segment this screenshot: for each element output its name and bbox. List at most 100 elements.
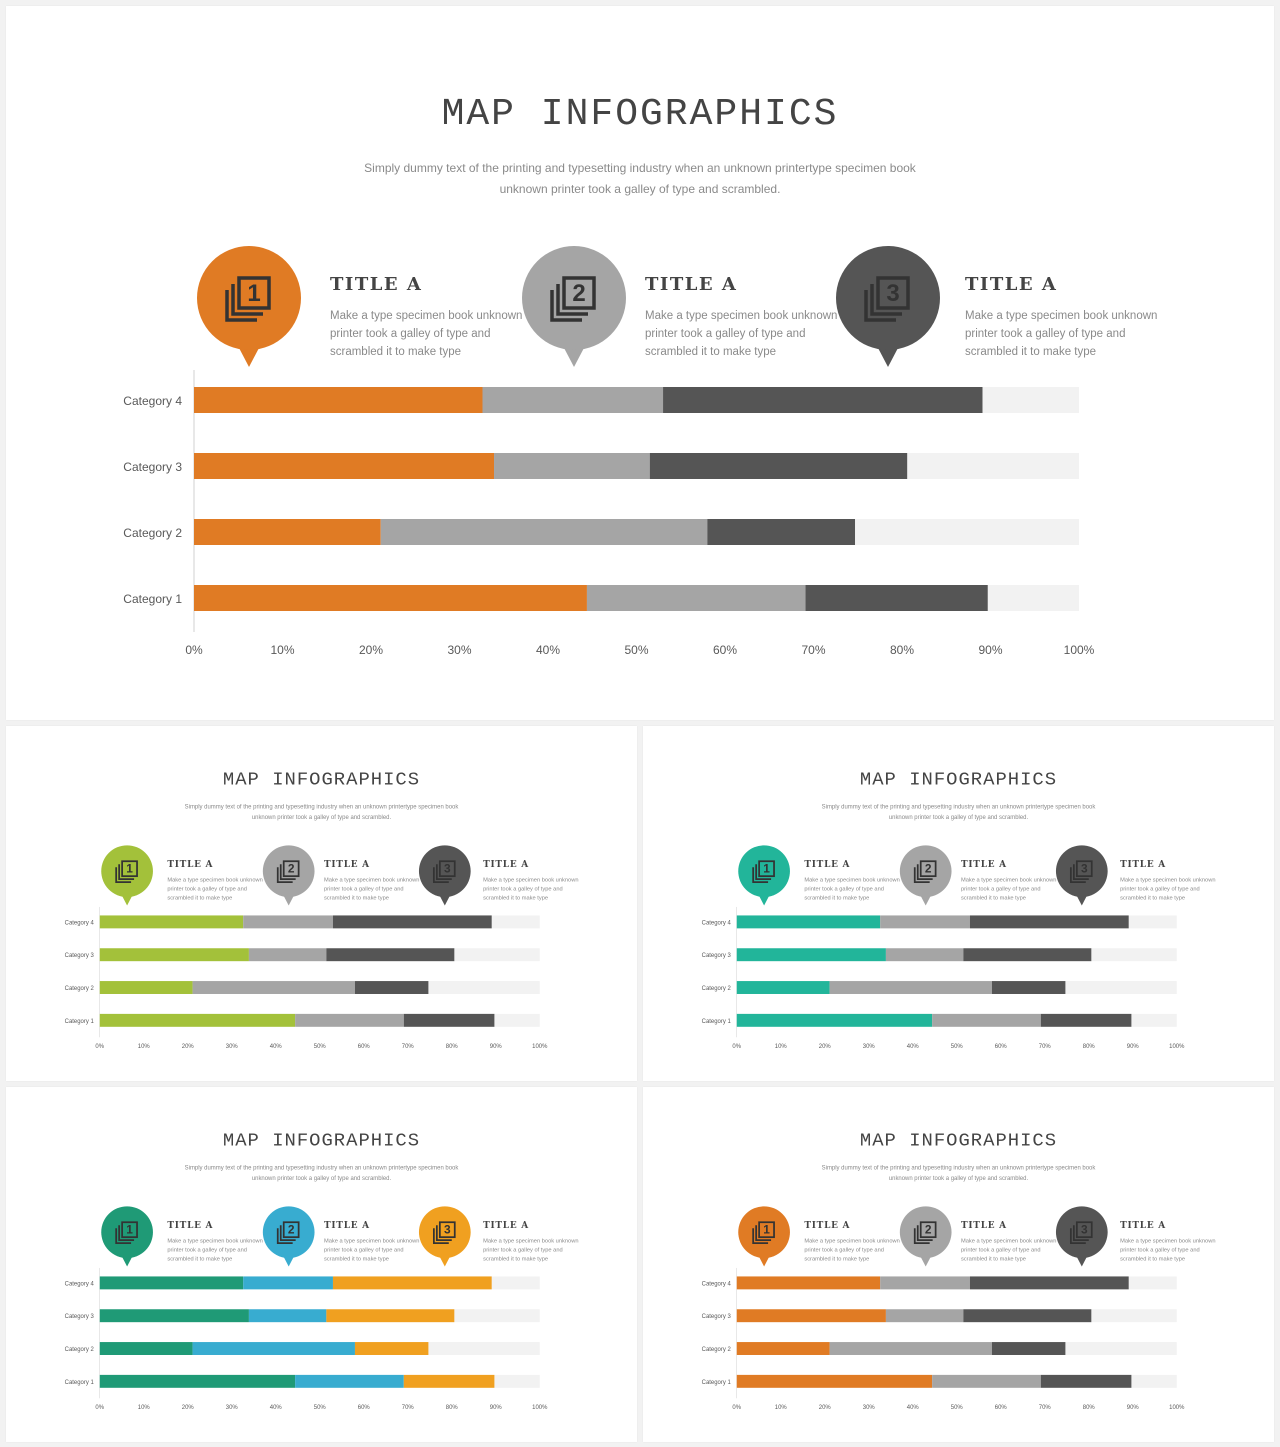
card-text-line: Make a type specimen book unknown [324, 1239, 419, 1245]
bar-segment [491, 1276, 540, 1290]
pin-circle [262, 845, 315, 898]
x-tick-label: 0% [185, 643, 203, 657]
stack-number-icon: 2 [550, 276, 596, 322]
card-text-line: printer took a galley of type and [1120, 1248, 1200, 1254]
card-text-line: printer took a galley of type and [483, 887, 563, 893]
x-tick-label: 10% [138, 1405, 151, 1411]
x-tick-label: 40% [270, 1044, 283, 1050]
bar-segment [494, 453, 650, 479]
x-tick-label: 10% [270, 643, 294, 657]
bar-segment [99, 1309, 249, 1323]
category-label: Category 3 [702, 1314, 732, 1320]
card-text-line: scrambled it to make type [324, 1257, 389, 1263]
slide-title: MAP INFOGRAPHICS [860, 769, 1057, 791]
pin-pointer [439, 1256, 451, 1267]
card-text-line: Make a type specimen book unknown [1120, 1239, 1215, 1245]
x-tick-label: 100% [1169, 1044, 1185, 1050]
card-title: TITLE A [324, 860, 370, 870]
pin-circle [101, 845, 153, 898]
bar-segment [736, 981, 830, 994]
x-tick-label: 20% [182, 1405, 195, 1411]
pin-pointer [758, 1256, 770, 1267]
bar-segment [805, 585, 988, 611]
bar-segment [829, 1342, 992, 1355]
x-tick-label: 80% [1083, 1044, 1096, 1050]
subtitle-line: Simply dummy text of the printing and ty… [822, 805, 1096, 811]
x-tick-label: 60% [713, 643, 737, 657]
subtitle-line: Simply dummy text of the printing and ty… [364, 161, 917, 175]
x-tick-label: 70% [1039, 1044, 1052, 1050]
x-tick-label: 0% [95, 1044, 104, 1050]
bar-segment [829, 981, 992, 994]
x-tick-label: 20% [819, 1044, 832, 1050]
x-tick-label: 100% [1064, 643, 1095, 657]
x-tick-label: 0% [95, 1405, 104, 1411]
x-tick-label: 70% [402, 1044, 415, 1050]
pin-circle [738, 845, 790, 898]
card-text-line: Make a type specimen book unknown [167, 1239, 262, 1245]
pin-pointer [563, 346, 585, 367]
bar-segment [932, 1374, 1041, 1388]
pin-pointer [920, 895, 932, 906]
category-label: Category 3 [65, 953, 95, 959]
bar-segment [192, 981, 355, 994]
bar-segment [248, 948, 327, 962]
card-1: 1 TITLE A Make a type specimen book unknow… [738, 1206, 900, 1267]
card-number: 3 [1081, 862, 1088, 876]
x-tick-label: 20% [359, 643, 383, 657]
card-title: TITLE A [961, 1221, 1007, 1231]
bar-segment [885, 948, 964, 962]
slide-teal: MAP INFOGRAPHICS Simply dummy text of the… [643, 726, 1274, 1081]
card-text-line: scrambled it to make type [330, 346, 461, 358]
stacked-bar-chart: Category 4 Category 3 Category 2 Category 1… [702, 1267, 1185, 1411]
card-text-line: scrambled it to make type [483, 1257, 548, 1263]
bar-segment [982, 387, 1079, 413]
infographic-svg: MAP INFOGRAPHICS Simply dummy text of the… [702, 1130, 1216, 1412]
infographic-svg: MAP INFOGRAPHICS Simply dummy text of the… [65, 1130, 579, 1412]
card-text-line: Make a type specimen book unknown [804, 1239, 899, 1245]
card-text-line: scrambled it to make type [483, 896, 548, 902]
bar-segment [987, 585, 1079, 611]
card-2: 2 TITLE A Make a type specimen book unknow… [522, 246, 837, 367]
bar-segment [99, 1374, 296, 1388]
card-title: TITLE A [483, 1221, 529, 1231]
x-tick-label: 90% [490, 1405, 503, 1411]
infographic-svg: MAP INFOGRAPHICS Simply dummy text of the… [65, 769, 579, 1051]
bar-segment [99, 948, 249, 962]
bar-segment [1040, 1374, 1132, 1388]
bar-segment [736, 948, 886, 962]
card-number: 2 [572, 280, 585, 307]
bar-segment [99, 1342, 193, 1355]
card-number: 1 [126, 862, 133, 876]
bar-segment [326, 1309, 455, 1323]
category-label: Category 3 [65, 1314, 95, 1320]
card-text-line: scrambled it to make type [167, 896, 232, 902]
bar-segment [991, 1342, 1066, 1355]
card-text-line: scrambled it to make type [961, 896, 1026, 902]
x-tick-label: 60% [358, 1405, 371, 1411]
stack-number-icon: 3 [1069, 1221, 1093, 1244]
bar-segment [194, 519, 381, 545]
card-2: 2 TITLE A Make a type specimen book unknow… [899, 1206, 1056, 1267]
pin-pointer [121, 1256, 133, 1267]
bar-segment [736, 1309, 886, 1323]
stacked-bar-chart: Category 4 Category 3 Category 2 Category 1… [702, 906, 1185, 1050]
pin-pointer [920, 1256, 932, 1267]
x-tick-label: 80% [446, 1044, 459, 1050]
card-text-line: scrambled it to make type [167, 1257, 232, 1263]
bar-segment [1040, 1013, 1132, 1027]
x-tick-label: 0% [732, 1405, 741, 1411]
card-2: 2 TITLE A Make a type specimen book unknow… [262, 1206, 419, 1267]
stack-number-icon: 1 [115, 860, 138, 883]
card-number: 1 [763, 1223, 770, 1237]
card-number: 1 [247, 280, 260, 307]
x-tick-label: 50% [951, 1044, 964, 1050]
stack-number-icon: 1 [752, 1221, 775, 1244]
pin-circle [418, 845, 471, 898]
bar-segment [243, 915, 333, 929]
card-text-line: Make a type specimen book unknown [483, 1239, 578, 1245]
card-number: 1 [763, 862, 770, 876]
bar-segment [969, 1276, 1129, 1290]
slide-orange: MAP INFOGRAPHICS Simply dummy text of the… [643, 1087, 1274, 1442]
pin-circle [899, 845, 952, 898]
